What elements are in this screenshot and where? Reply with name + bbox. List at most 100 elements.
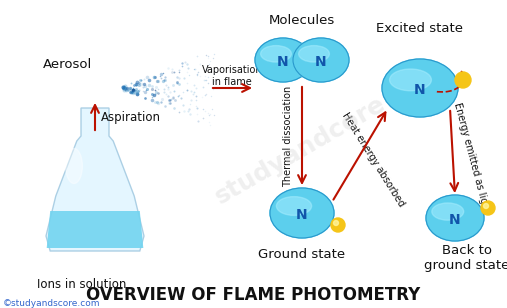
- Point: [175, 92, 184, 97]
- Point: [140, 77, 149, 82]
- Point: [206, 59, 214, 64]
- Point: [204, 110, 212, 115]
- Point: [181, 59, 189, 64]
- Point: [164, 66, 172, 71]
- Polygon shape: [47, 211, 143, 248]
- Text: Molecules: Molecules: [269, 14, 335, 26]
- Point: [201, 108, 209, 113]
- Point: [202, 77, 210, 82]
- Point: [126, 86, 134, 91]
- Point: [206, 112, 214, 117]
- Point: [128, 89, 136, 94]
- Point: [121, 84, 129, 89]
- Point: [166, 100, 174, 105]
- Point: [154, 90, 162, 95]
- Point: [179, 103, 188, 107]
- Point: [121, 86, 129, 91]
- Point: [200, 78, 208, 83]
- Point: [161, 103, 169, 108]
- Text: Vaporisation
in flame: Vaporisation in flame: [202, 65, 262, 87]
- Point: [139, 85, 147, 90]
- Point: [192, 93, 200, 98]
- Ellipse shape: [293, 38, 349, 82]
- Ellipse shape: [270, 188, 334, 238]
- Point: [167, 66, 175, 71]
- Text: OVERVIEW OF FLAME PHOTOMETRY: OVERVIEW OF FLAME PHOTOMETRY: [86, 286, 420, 304]
- Point: [148, 83, 156, 88]
- Point: [131, 89, 139, 94]
- Point: [183, 61, 191, 66]
- Point: [192, 104, 200, 109]
- Point: [153, 79, 161, 83]
- Point: [153, 99, 161, 104]
- Point: [140, 95, 149, 100]
- Text: Heat energy absorbed: Heat energy absorbed: [340, 111, 406, 209]
- Point: [150, 75, 158, 79]
- Point: [187, 97, 195, 102]
- Point: [131, 87, 139, 92]
- Point: [154, 86, 162, 91]
- Point: [148, 98, 156, 103]
- Point: [209, 112, 218, 117]
- Circle shape: [331, 218, 345, 232]
- Point: [135, 81, 143, 86]
- Ellipse shape: [276, 197, 312, 215]
- Point: [168, 70, 176, 75]
- Point: [158, 97, 166, 102]
- Point: [176, 95, 185, 100]
- Point: [154, 100, 162, 105]
- Point: [145, 77, 153, 82]
- Point: [175, 82, 183, 87]
- Point: [121, 86, 129, 91]
- Text: Excited state: Excited state: [377, 22, 463, 34]
- Point: [198, 94, 206, 99]
- Point: [141, 84, 149, 89]
- Point: [148, 92, 156, 97]
- Point: [151, 74, 159, 79]
- Point: [184, 69, 192, 74]
- Point: [204, 112, 212, 117]
- Point: [202, 91, 210, 96]
- Point: [129, 90, 137, 95]
- Point: [148, 95, 156, 99]
- Ellipse shape: [432, 203, 464, 220]
- Point: [160, 90, 168, 95]
- Point: [170, 89, 178, 94]
- Point: [170, 105, 178, 110]
- Point: [190, 67, 198, 72]
- Point: [206, 122, 214, 127]
- Point: [140, 82, 148, 87]
- Point: [201, 78, 209, 83]
- Point: [193, 106, 201, 111]
- Point: [191, 67, 199, 71]
- Point: [130, 83, 138, 88]
- Point: [128, 89, 136, 94]
- Point: [122, 87, 130, 92]
- Point: [156, 73, 164, 78]
- Text: Aerosol: Aerosol: [44, 59, 93, 71]
- Point: [193, 111, 201, 116]
- Point: [207, 94, 215, 99]
- Point: [175, 75, 183, 80]
- Point: [196, 61, 204, 66]
- Point: [137, 77, 146, 82]
- Point: [208, 107, 216, 112]
- Circle shape: [455, 72, 471, 88]
- Point: [204, 80, 212, 85]
- Ellipse shape: [299, 46, 330, 62]
- Ellipse shape: [426, 195, 484, 241]
- Point: [135, 83, 143, 87]
- Point: [119, 86, 127, 91]
- Point: [151, 92, 159, 97]
- Point: [148, 86, 156, 91]
- Point: [129, 87, 137, 92]
- Point: [157, 76, 165, 81]
- Point: [209, 55, 218, 60]
- Text: N: N: [449, 213, 461, 227]
- Point: [134, 88, 142, 93]
- Point: [159, 70, 167, 75]
- Point: [193, 54, 201, 59]
- Text: N: N: [277, 55, 289, 69]
- Point: [151, 88, 159, 93]
- Point: [136, 78, 144, 83]
